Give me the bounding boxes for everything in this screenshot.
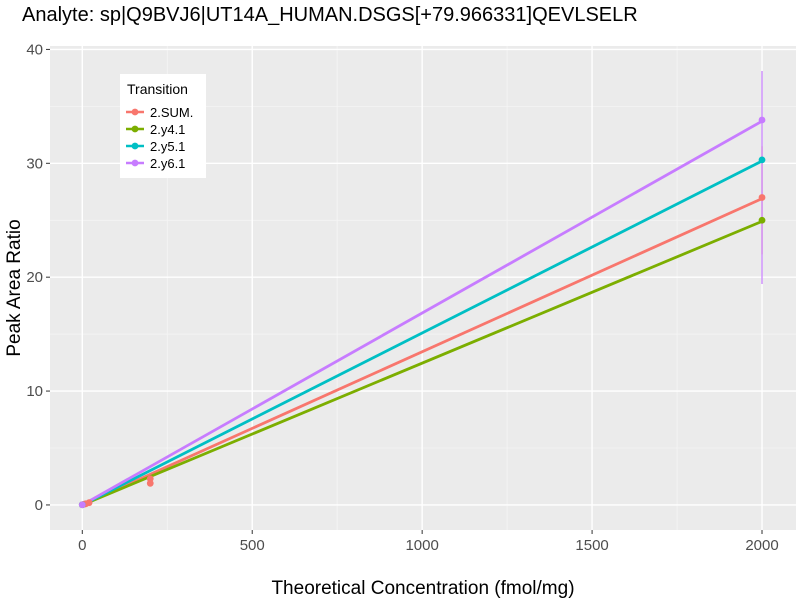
fit-line (81, 197, 763, 507)
y-tick-label: 40 (26, 41, 43, 58)
data-point (85, 499, 93, 507)
y-tick-label: 30 (26, 155, 43, 172)
y-axis-title: Peak Area Ratio (4, 219, 25, 356)
fit-line (81, 119, 763, 507)
x-tick-label: 1000 (405, 537, 438, 554)
data-point (758, 194, 766, 201)
y-tick-label: 20 (26, 269, 43, 286)
data-point (146, 475, 154, 483)
legend-key-point (131, 108, 139, 116)
legend-label: 2.y6.1 (150, 156, 185, 171)
legend-label: 2.SUM. (150, 105, 193, 120)
legend-key-point (131, 125, 139, 133)
data-point (78, 501, 86, 509)
x-tick-label: 1500 (575, 537, 608, 554)
y-tick-label: 10 (26, 383, 43, 400)
x-tick-label: 500 (240, 537, 265, 554)
legend-label: 2.y5.1 (150, 139, 185, 154)
fit-lines (81, 119, 763, 507)
y-tick-label: 0 (35, 497, 43, 514)
grid-major (50, 46, 796, 530)
x-tick-label: 2000 (745, 537, 778, 554)
data-point (758, 116, 766, 124)
x-axis-title: Theoretical Concentration (fmol/mg) (271, 578, 574, 599)
legend-key-point (131, 159, 139, 167)
legend-title: Transition (127, 81, 188, 97)
y-axis-ticks: 0 10 20 30 40 (26, 41, 50, 514)
fit-line (81, 220, 763, 507)
x-tick-label: 0 (78, 537, 86, 554)
fit-line (81, 159, 763, 507)
x-axis-ticks: 0 500 1000 1500 2000 (78, 530, 779, 554)
legend: Transition 2.SUM. 2.y4.1 2.y5.1 2.y6.1 (120, 74, 206, 178)
data-point (758, 156, 766, 164)
chart-title: Analyte: sp|Q9BVJ6|UT14A_HUMAN.DSGS[+79.… (22, 4, 638, 26)
data-points (78, 116, 766, 509)
data-point (758, 216, 766, 224)
legend-label: 2.y4.1 (150, 122, 185, 137)
legend-key-point (131, 142, 139, 150)
